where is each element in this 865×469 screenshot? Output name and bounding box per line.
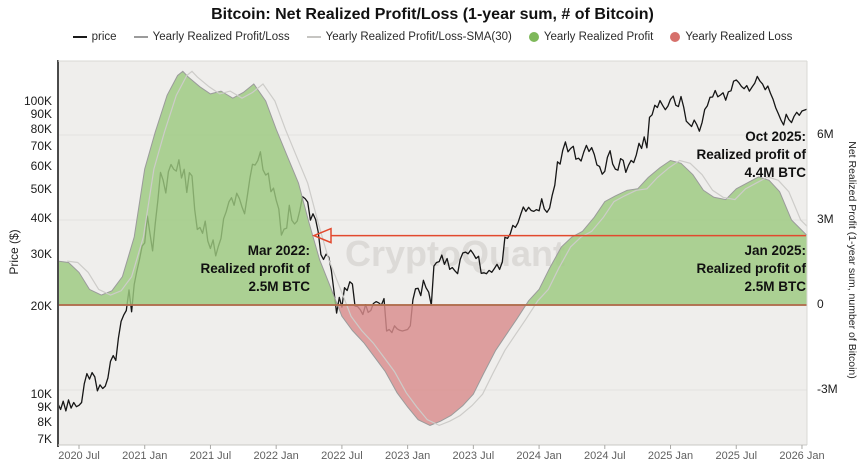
annotation-mar-2022: Mar 2022: Realized profit of 2.5M BTC <box>200 242 310 296</box>
y-left-tick-label: 20K <box>30 298 52 313</box>
y-left-tick-label: 7K <box>37 432 52 446</box>
y-left-tick-label: 90K <box>30 107 52 122</box>
yearly-realized-profit-area <box>58 71 807 305</box>
series-layer <box>58 70 807 427</box>
legend-label: Yearly Realized Profit/Loss <box>152 31 290 43</box>
legend-label: Yearly Realized Profit <box>543 31 654 43</box>
y-right-tick-label: 3M <box>817 212 834 226</box>
legend-label: Yearly Realized Loss <box>685 31 793 43</box>
annotation-line: Realized profit of <box>696 147 806 162</box>
annotation-oct-2025: Oct 2025: Realized profit of 4.4M BTC <box>696 128 806 182</box>
legend-item-realized-loss[interactable]: Yearly Realized Loss <box>670 31 792 43</box>
y-left-tick-label: 80K <box>30 122 52 137</box>
x-axis-tick-label: 2025 Jan <box>647 450 694 462</box>
chart-title: Bitcoin: Net Realized Profit/Loss (1-yea… <box>211 6 654 23</box>
y-right-tick-label: 0 <box>817 297 824 311</box>
realized-profit-loss-sma-line <box>67 70 807 427</box>
x-axis-tick-label: 2021 Jul <box>189 450 232 462</box>
annotation-jan-2025: Jan 2025: Realized profit of 2.5M BTC <box>696 242 806 296</box>
y-left-tick-label: 30K <box>30 247 52 262</box>
legend: price Yearly Realized Profit/Loss Yearly… <box>0 31 865 43</box>
cryptoquant-watermark: CryptoQuant <box>345 233 565 274</box>
x-axis-tick-label: 2023 Jul <box>452 450 495 462</box>
x-axis-tick-label: 2025 Jul <box>715 450 758 462</box>
x-axis-tick-label: 2022 Jan <box>253 450 299 462</box>
y-left-tick-label: 70K <box>30 139 52 154</box>
annotation-line: 2.5M BTC <box>744 279 806 294</box>
y-left-tick-label: 60K <box>30 158 52 173</box>
axes-layer <box>57 60 808 449</box>
annotation-line: Mar 2022: <box>247 243 310 258</box>
y-left-tick-label: 10K <box>30 386 52 401</box>
yearly-realized-loss-area <box>58 305 807 426</box>
y-left-tick-label: 50K <box>30 182 52 197</box>
y-left-tick-label: 9K <box>37 400 52 415</box>
price-line-marker-icon <box>72 36 87 38</box>
loss-dot-marker-icon <box>670 32 681 42</box>
y-left-tick-label: 40K <box>30 210 52 225</box>
legend-item-realized-profit[interactable]: Yearly Realized Profit <box>528 31 654 43</box>
annotation-line: 4.4M BTC <box>744 165 806 180</box>
annotation-line: Jan 2025: <box>744 243 806 258</box>
sma-line-marker-icon <box>306 36 321 38</box>
annotation-line: 2.5M BTC <box>248 279 310 294</box>
x-axis-tick-label: 2026 Jan <box>779 450 825 462</box>
profit-dot-marker-icon <box>528 32 539 42</box>
x-axis-tick-label: 2020 Jul <box>58 450 100 462</box>
y-left-axis-title: Price ($) <box>7 229 21 275</box>
y-right-tick-label: 6M <box>817 127 834 141</box>
annotation-line: Realized profit of <box>696 261 806 276</box>
realized-pl-line-marker-icon <box>133 36 148 38</box>
annotation-line: Realized profit of <box>200 261 310 276</box>
realized-profit-loss-line <box>58 70 807 426</box>
x-axis-tick-label: 2022 Jul <box>321 450 363 462</box>
x-axis-tick-label: 2021 Jan <box>122 450 168 462</box>
legend-item-realized-pl[interactable]: Yearly Realized Profit/Loss <box>133 31 290 43</box>
y-left-tick-label: 8K <box>37 415 52 430</box>
y-right-axis-title: Net Realized Profit (1-year sum, number … <box>846 141 858 379</box>
legend-item-price[interactable]: price <box>72 31 117 43</box>
x-axis-tick-label: 2024 Jul <box>584 450 626 462</box>
legend-label: Yearly Realized Profit/Loss-SMA(30) <box>325 31 512 43</box>
annotation-line: Oct 2025: <box>745 129 806 144</box>
legend-item-realized-pl-sma[interactable]: Yearly Realized Profit/Loss-SMA(30) <box>306 31 512 43</box>
x-axis-tick-label: 2024 Jan <box>516 450 562 462</box>
legend-label: price <box>91 31 117 43</box>
y-left-tick-label: 100K <box>23 94 52 109</box>
annotation-arrow-head-icon <box>312 227 332 244</box>
y-right-tick-label: -3M <box>817 381 838 396</box>
x-axis-tick-label: 2023 Jan <box>384 450 431 462</box>
